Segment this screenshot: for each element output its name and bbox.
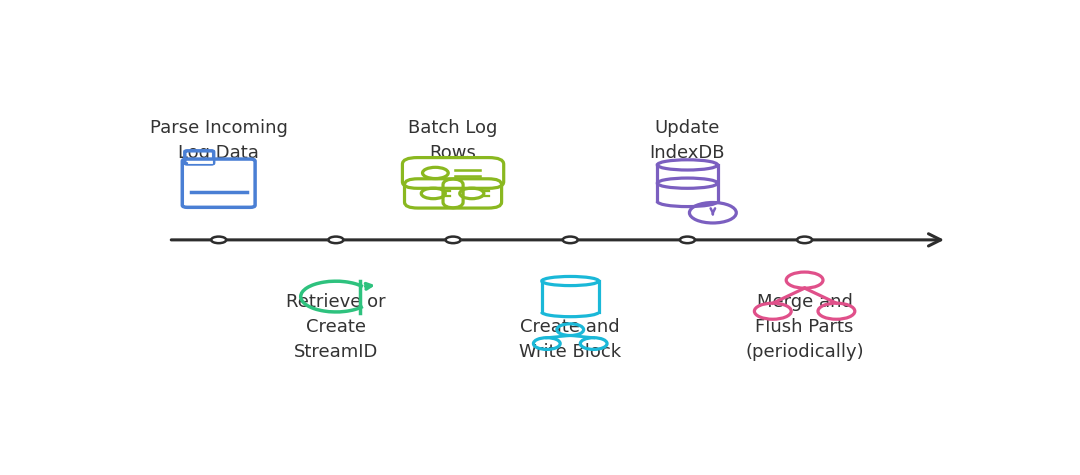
Circle shape (328, 237, 343, 243)
Text: Batch Log
Rows: Batch Log Rows (408, 119, 498, 162)
Circle shape (797, 237, 812, 243)
Circle shape (563, 237, 578, 243)
Circle shape (446, 237, 460, 243)
Text: Update
IndexDB: Update IndexDB (650, 119, 725, 162)
Text: Create and
Write Block: Create and Write Block (519, 318, 621, 361)
Text: Retrieve or
Create
StreamID: Retrieve or Create StreamID (286, 293, 386, 361)
Text: Parse Incoming
Log Data: Parse Incoming Log Data (150, 119, 287, 162)
Circle shape (680, 237, 694, 243)
Text: Merge and
Flush Parts
(periodically): Merge and Flush Parts (periodically) (745, 293, 864, 361)
Circle shape (212, 237, 226, 243)
